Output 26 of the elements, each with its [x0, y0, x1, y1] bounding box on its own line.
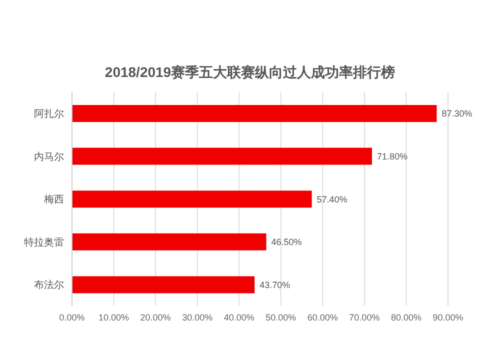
- x-tick-label: 20.00%: [140, 312, 171, 322]
- x-tick-label: 30.00%: [182, 312, 213, 322]
- bar: [72, 148, 372, 165]
- y-tick-label: 特拉奥雷: [24, 236, 64, 248]
- x-tick-label: 10.00%: [98, 312, 130, 322]
- y-tick-label: 内马尔: [34, 150, 64, 163]
- x-tick-label: 80.00%: [390, 312, 422, 322]
- x-tick-label: 90.00%: [432, 312, 464, 322]
- y-tick-label: 梅西: [43, 194, 64, 206]
- bar: [72, 233, 266, 250]
- bar: [72, 276, 255, 294]
- x-tick-label: 40.00%: [224, 312, 254, 322]
- data-label: 43.70%: [260, 280, 290, 290]
- bar: [72, 190, 312, 208]
- data-label: 87.30%: [442, 108, 472, 119]
- y-tick-label: 布法尔: [34, 279, 64, 292]
- data-label: 46.50%: [271, 237, 302, 248]
- bar: [72, 105, 437, 122]
- chart-title: 2018/2019赛季五大联赛纵向过人成功率排行榜: [104, 63, 396, 82]
- x-tick-label: 50.00%: [266, 312, 296, 322]
- x-tick-label: 60.00%: [307, 312, 338, 322]
- y-tick-label: 阿扎尔: [34, 108, 64, 120]
- x-tick-label: 0.00%: [59, 312, 85, 322]
- data-label: 57.40%: [316, 194, 348, 204]
- data-label: 71.80%: [376, 151, 408, 162]
- x-tick-label: 70.00%: [349, 312, 380, 322]
